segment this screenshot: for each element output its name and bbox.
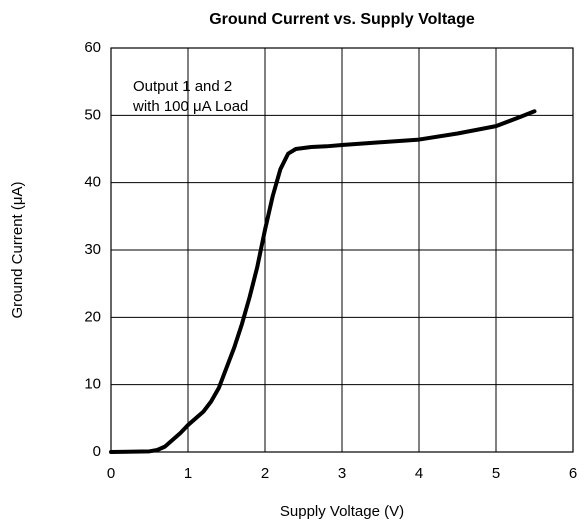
x-tick-label: 4	[415, 465, 423, 482]
y-axis-label: Ground Current (μA)	[9, 181, 26, 318]
y-tick-label: 10	[84, 376, 101, 393]
y-tick-label: 0	[93, 443, 101, 460]
y-tick-label: 20	[84, 308, 101, 325]
x-tick-label: 6	[569, 465, 577, 482]
y-tick-label: 30	[84, 241, 101, 258]
x-tick-label: 0	[107, 465, 115, 482]
x-tick-label: 2	[261, 465, 269, 482]
chart-title: Ground Current vs. Supply Voltage	[209, 11, 475, 28]
y-tick-label: 50	[84, 106, 101, 123]
x-tick-label: 5	[492, 465, 500, 482]
x-axis-label: Supply Voltage (V)	[280, 503, 404, 520]
plot-border	[110, 47, 574, 453]
annotation: with 100 μA Load	[132, 98, 248, 115]
y-tick-label: 60	[84, 39, 101, 56]
annotation: Output 1 and 2	[133, 78, 232, 95]
x-tick-label: 3	[338, 465, 346, 482]
y-tick-label: 40	[84, 174, 101, 191]
x-tick-label: 1	[184, 465, 192, 482]
line	[109, 109, 537, 454]
